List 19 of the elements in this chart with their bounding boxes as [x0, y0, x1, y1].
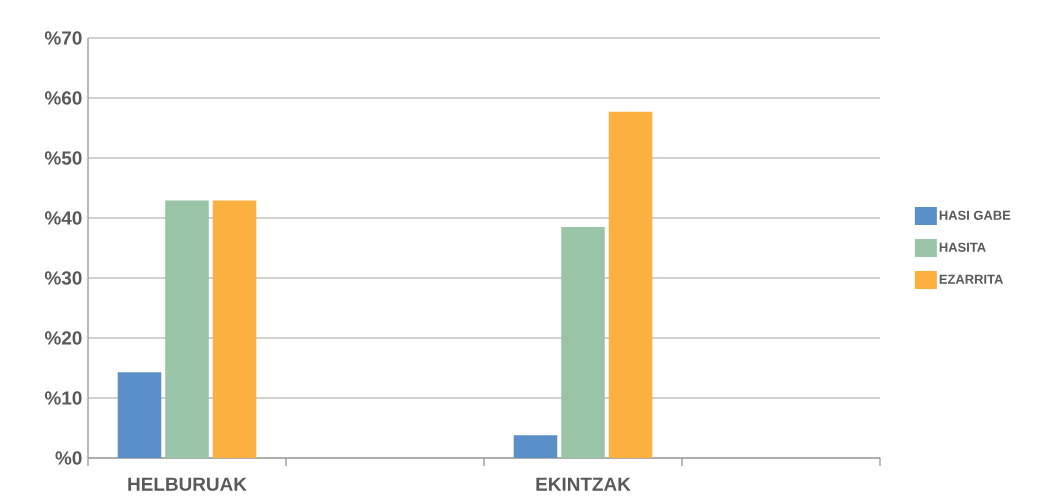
bar — [513, 435, 558, 458]
y-tick-label: %10 — [44, 391, 82, 405]
bar — [165, 200, 209, 458]
y-tick-label: %0 — [55, 451, 82, 465]
y-tick-label: %20 — [44, 331, 82, 345]
bar — [561, 227, 605, 458]
y-tick-label: %30 — [44, 271, 82, 285]
legend-label: EZARRITA — [939, 274, 1004, 284]
y-tick-label: %40 — [44, 211, 82, 225]
legend-label: HASI GABE — [939, 210, 1011, 220]
y-tick-label: %60 — [44, 91, 82, 105]
legend-label: HASITA — [939, 242, 986, 252]
x-tick-label: HELBURUAK — [128, 477, 247, 491]
x-tick-label: EKINTZAK — [536, 477, 631, 491]
bar — [117, 372, 162, 458]
y-tick-label: %70 — [44, 31, 82, 45]
bar — [608, 111, 653, 458]
y-tick-label: %50 — [44, 151, 82, 165]
bar — [212, 200, 257, 458]
